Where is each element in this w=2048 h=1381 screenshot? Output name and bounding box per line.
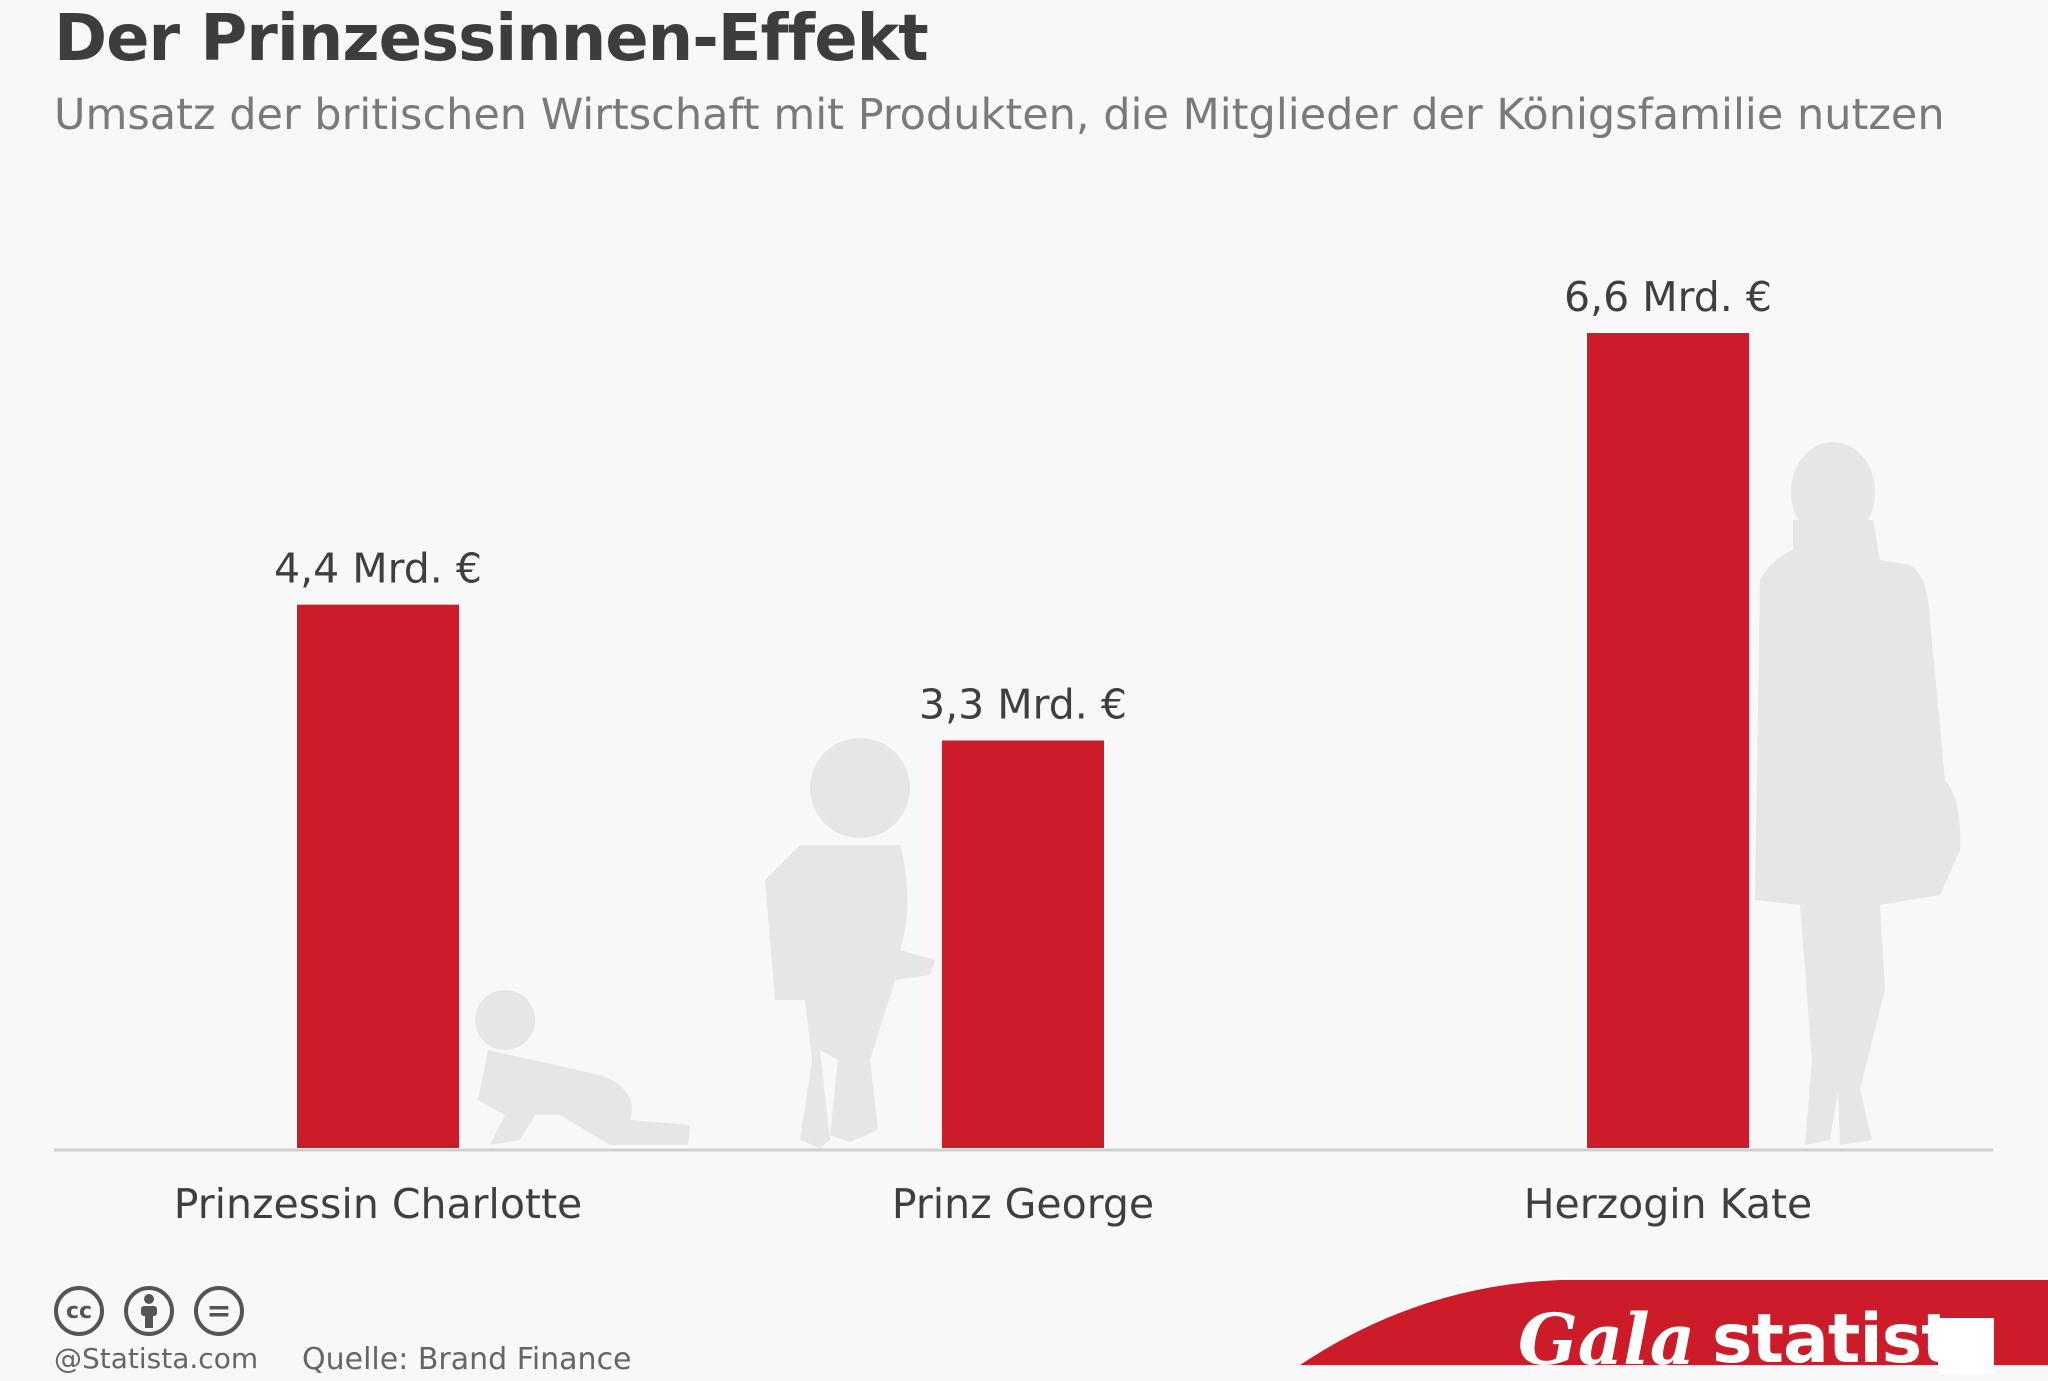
category-label-2: Herzogin Kate	[1524, 1180, 1813, 1228]
statista-mark-icon	[1938, 1318, 1994, 1374]
chart-subtitle: Umsatz der britischen Wirtschaft mit Pro…	[54, 90, 1945, 140]
attribution-icon	[124, 1286, 174, 1336]
value-label-0: 4,4 Mrd. €	[274, 545, 482, 593]
boy-silhouette-icon	[765, 738, 935, 1148]
bar-1	[942, 740, 1104, 1148]
category-label-1: Prinz George	[892, 1180, 1154, 1228]
chart-title: Der Prinzessinnen-Effekt	[54, 2, 929, 76]
no-derivatives-icon: =	[194, 1286, 244, 1336]
cc-icon: cc	[54, 1286, 104, 1336]
baby-silhouette-icon	[475, 990, 690, 1145]
bars-layer: 4,4 Mrd. € Prinzessin Charlotte 3,3 Mrd. €…	[174, 273, 1813, 1228]
bar-2	[1587, 333, 1749, 1148]
gala-logo[interactable]: Gala	[1518, 1298, 1696, 1381]
footer-credit[interactable]: @Statista.com	[54, 1342, 259, 1375]
bar-0	[297, 604, 459, 1148]
footer-source: Quelle: Brand Finance	[302, 1342, 632, 1377]
value-label-2: 6,6 Mrd. €	[1564, 273, 1772, 321]
woman-silhouette-icon	[1755, 442, 1961, 1145]
category-label-0: Prinzessin Charlotte	[174, 1180, 583, 1228]
value-label-1: 3,3 Mrd. €	[919, 681, 1127, 729]
